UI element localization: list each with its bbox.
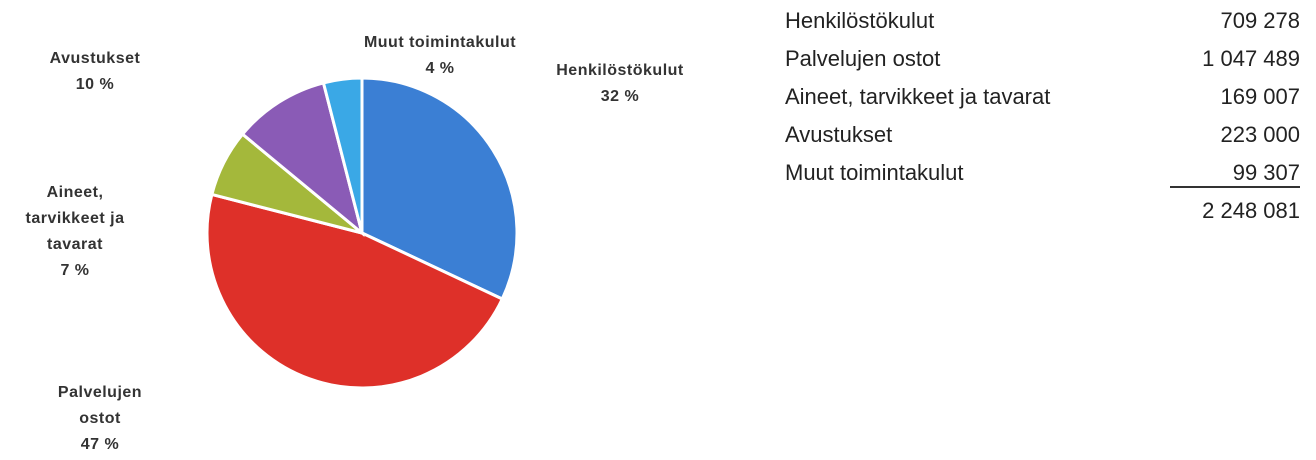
slice-label: Muut toimintakulut 4 % xyxy=(330,30,550,82)
category-label: Avustukset xyxy=(49,50,141,67)
percent-label: 7 % xyxy=(60,262,90,279)
table-row: Aineet, tarvikkeet ja tavarat 169 007 xyxy=(785,84,1300,114)
category-label: Henkilöstökulut xyxy=(556,62,684,79)
row-name: Palvelujen ostot xyxy=(785,46,941,71)
row-value: 99 307 xyxy=(1232,160,1300,185)
pie-slice xyxy=(205,192,505,390)
total-value: 2 248 081 xyxy=(1202,198,1300,223)
percent-label: 4 % xyxy=(425,60,455,77)
table-row: Muut toimintakulut 99 307 xyxy=(785,160,1300,190)
percent-label: 10 % xyxy=(75,76,115,93)
row-value: 169 007 xyxy=(1220,84,1300,109)
row-value: 709 278 xyxy=(1220,8,1300,33)
row-name: Muut toimintakulut xyxy=(785,160,964,185)
pie-slice xyxy=(321,76,364,234)
table-row: Palvelujen ostot 1 047 489 xyxy=(785,46,1300,76)
percent-label: 47 % xyxy=(80,436,120,453)
row-name: Henkilöstökulut xyxy=(785,8,935,33)
slice-label: Palvelujen ostot 47 % xyxy=(20,380,180,458)
row-value: 223 000 xyxy=(1220,122,1300,147)
slice-label: Avustukset 10 % xyxy=(35,46,155,98)
row-value: 1 047 489 xyxy=(1202,46,1300,71)
pie-chart xyxy=(205,76,519,390)
percent-label: 32 % xyxy=(600,88,640,105)
table-row: Avustukset 223 000 xyxy=(785,122,1300,152)
category-label: Aineet, tarvikkeet ja tavarat xyxy=(25,184,125,253)
row-name: Aineet, tarvikkeet ja tavarat xyxy=(785,84,1051,109)
category-label: Muut toimintakulut xyxy=(363,34,517,51)
total-rule xyxy=(1170,186,1300,188)
row-name: Avustukset xyxy=(785,122,893,147)
table-row: Henkilöstökulut 709 278 xyxy=(785,8,1300,38)
slice-label: Aineet, tarvikkeet ja tavarat 7 % xyxy=(0,180,150,284)
total-row: 2 248 081 xyxy=(785,198,1300,228)
category-label: Palvelujen ostot xyxy=(57,384,143,427)
pie-slice xyxy=(360,76,519,301)
slice-label: Henkilöstökulut 32 % xyxy=(545,58,695,110)
